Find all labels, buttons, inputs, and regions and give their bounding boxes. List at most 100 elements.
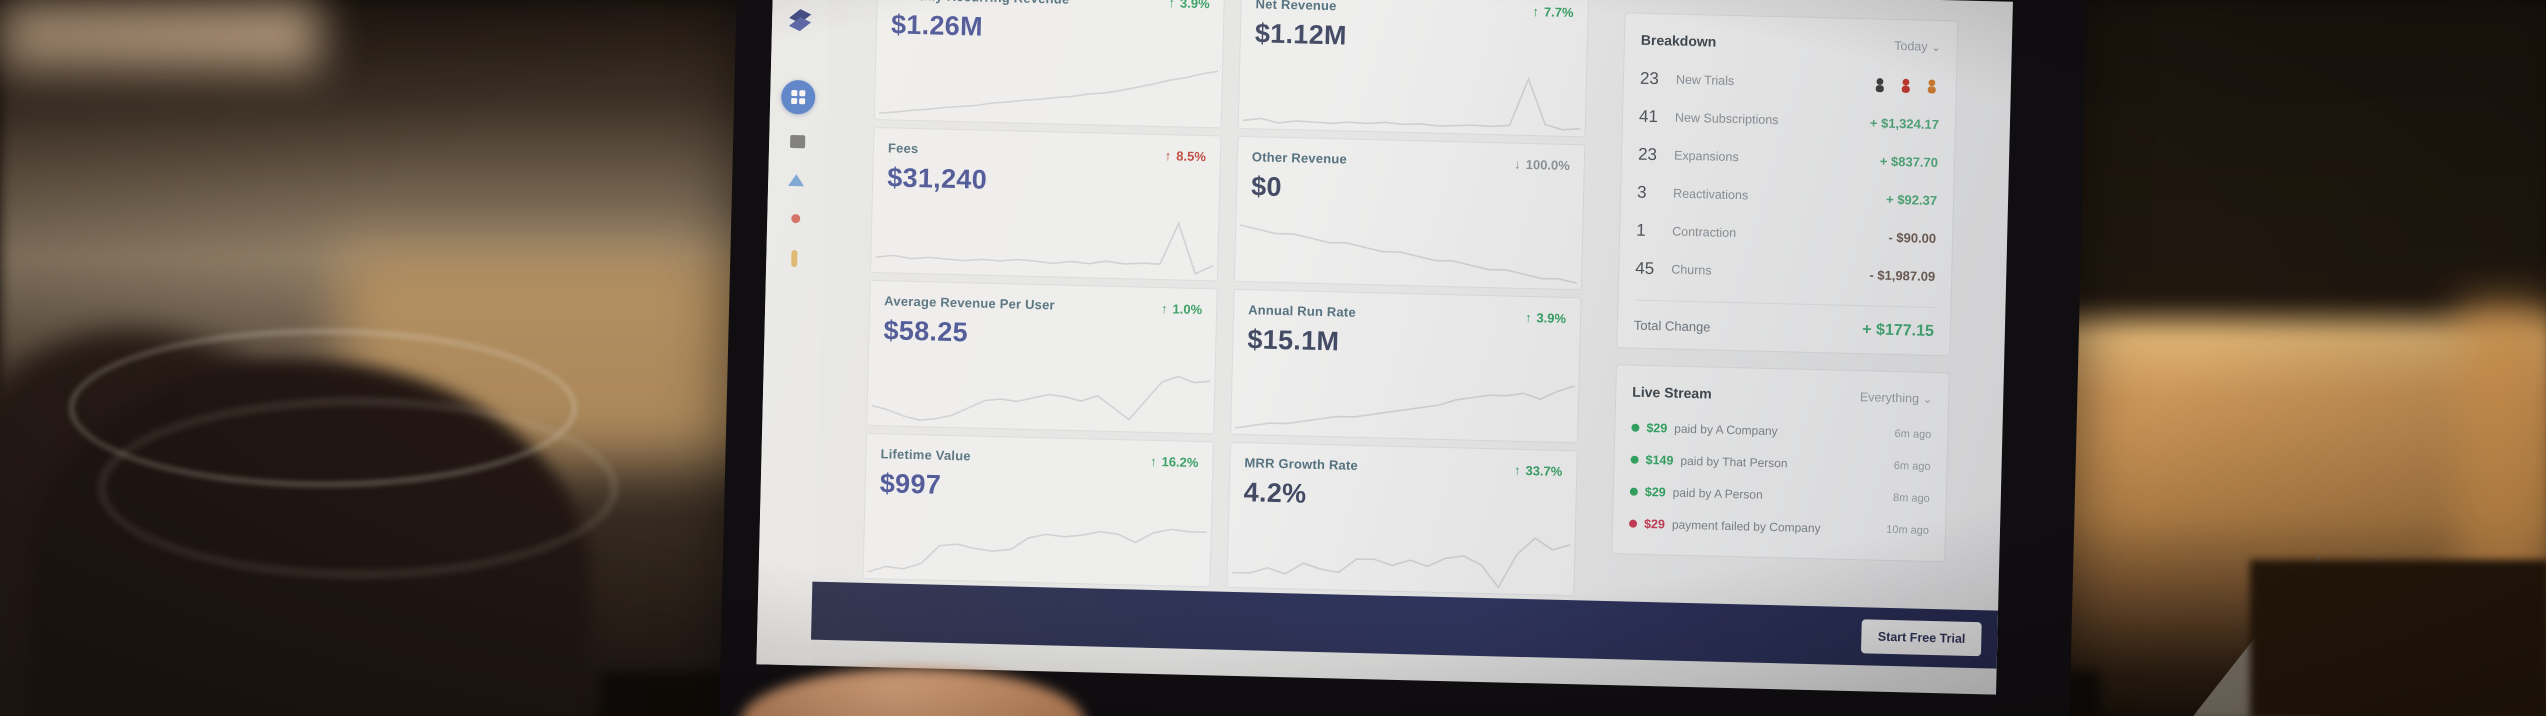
sparkline-chart [1235,372,1574,440]
metric-cards-grid: Monthly Recurring Revenue ↑3.9% $1.26M N… [862,0,1590,597]
stream-filter-dropdown[interactable]: Everything ⌄ [1859,390,1933,406]
down-arrow-icon: ↓ [1514,156,1521,172]
row-count: 23 [1639,68,1660,89]
event-amount: $29 [1646,420,1668,436]
background-shelf-highlight [0,0,320,70]
metric-value: $1.12M [1254,18,1348,51]
event-text: paid by A Person [1672,485,1763,502]
breakdown-title: Breakdown [1640,31,1717,50]
chevron-down-icon: ⌄ [1931,41,1941,55]
bar-app-icon[interactable] [781,245,808,272]
person-avatar-icon [1927,78,1936,93]
person-avatar-icon [1901,78,1910,93]
metric-card-lifetime-value[interactable]: Lifetime Value ↑ 16.2% $997 [862,432,1214,588]
metric-card-other-revenue[interactable]: Other Revenue ↓ 100.0% $0 [1233,135,1586,291]
status-dot [1628,519,1638,528]
row-count: 3 [1636,182,1647,202]
up-arrow-icon: ↑ [1149,453,1157,470]
background-wooden-crate [2250,560,2546,716]
event-text: payment failed by Company [1671,517,1821,536]
row-label: Reactivations [1672,186,1749,203]
event-amount: $29 [1643,516,1666,532]
live-stream-panel: Live Stream Everything ⌄ $29 paid by A Co… [1611,364,1950,563]
metric-change: ↑ 8.5% [1164,148,1207,165]
sparkline-chart [871,363,1210,431]
event-time: 6m ago [1893,460,1931,473]
sparkline-chart [879,57,1218,125]
row-amount: - $90.00 [1888,229,1937,246]
row-amount: - $1,987.09 [1869,266,1936,284]
app-sidebar [756,0,830,666]
row-label: New Subscriptions [1674,110,1779,128]
record-dot-app-icon[interactable] [783,206,808,231]
metric-change: ↑ 33.7% [1513,462,1563,479]
sparkline-chart [875,210,1214,278]
row-amount: + $837.70 [1879,153,1939,170]
grid-glyph [791,89,806,105]
status-dot [1629,487,1638,496]
jar-rim-highlight [100,400,616,576]
up-arrow-icon: ↑ [1168,0,1176,11]
camera-app-icon[interactable] [784,128,811,155]
row-count: 23 [1637,144,1658,165]
status-dot [1630,455,1639,464]
status-dot [1631,423,1640,432]
row-label: Contraction [1672,224,1737,241]
up-arrow-icon: ↑ [1524,309,1532,326]
metric-cards-column: Monthly Recurring Revenue ↑3.9% $1.26M N… [860,0,1590,684]
row-count: 45 [1635,258,1655,279]
baremetrics-logo-icon [788,9,812,32]
metric-change: ↑ 3.9% [1524,309,1567,326]
metric-value: $1.26M [890,9,984,42]
row-amount: + $92.37 [1885,191,1938,208]
dashboard-grid-icon[interactable] [780,79,816,115]
stream-event[interactable]: $29 payment failed by Company 10m ago [1628,508,1930,547]
breakdown-panel: Breakdown Today ⌄ 23 New Trials [1616,12,1959,357]
row-label: Churns [1671,262,1712,278]
metric-value: $15.1M [1247,324,1340,357]
metric-change: ↑ 7.7% [1532,4,1574,21]
metric-card-fees[interactable]: Fees ↑ 8.5% $31,240 [869,126,1222,282]
live-stream-title: Live Stream [1632,383,1712,402]
metric-card-annual-run-rate[interactable]: Annual Run Rate ↑ 3.9% $15.1M [1230,288,1582,444]
metric-card-arpu[interactable]: Average Revenue Per User ↑ 1.0% $58.25 [866,279,1218,435]
event-amount: $149 [1645,452,1674,468]
total-change-label: Total Change [1633,317,1711,335]
metric-title: Fees [887,140,919,157]
event-text: paid by That Person [1680,453,1788,471]
metric-value: $997 [879,468,942,500]
event-time: 6m ago [1894,428,1932,441]
metric-change: ↓ 100.0% [1514,156,1570,174]
metric-value: $58.25 [883,315,969,348]
period-dropdown[interactable]: Today ⌄ [1894,38,1941,55]
metric-value: 4.2% [1243,477,1307,509]
sparkline-chart [1231,525,1570,593]
metric-title: Monthly Recurring Revenue [892,0,1210,10]
event-time: 8m ago [1892,492,1930,505]
up-arrow-icon: ↑ [1532,4,1540,20]
row-label: New Trials [1675,72,1735,89]
sparkline-chart [1243,66,1582,134]
metric-card-mrr[interactable]: Monthly Recurring Revenue ↑3.9% $1.26M [873,0,1226,129]
metric-change: ↑ 16.2% [1149,453,1199,471]
metric-title: Annual Run Rate [1247,302,1357,320]
person-avatar-icon [1875,77,1884,92]
start-free-trial-button[interactable]: Start Free Trial [1861,619,1982,657]
sparkline-chart [868,516,1207,584]
metric-change: ↑ 3.9% [1168,0,1209,11]
up-arrow-icon: ↑ [1160,301,1168,317]
breakdown-total-row: Total Change + $177.15 [1633,299,1935,341]
trial-avatars [1874,77,1938,94]
up-arrow-icon: ↑ [1164,148,1172,164]
sparkline-chart [1239,219,1578,287]
total-change-amount: + $177.15 [1862,321,1935,340]
triangle-app-icon[interactable] [783,167,810,194]
metric-card-mrr-growth-rate[interactable]: MRR Growth Rate ↑ 33.7% 4.2% [1226,441,1578,597]
laptop-bezel: Monthly Recurring Revenue ↑3.9% $1.26M N… [718,0,2088,716]
metric-card-net-revenue[interactable]: Net Revenue ↑ 7.7% $1.12M [1237,0,1590,138]
breakdown-row-new-trials: 23 New Trials [1639,60,1940,105]
metric-value: $31,240 [886,162,988,195]
row-label: Expansions [1673,148,1739,165]
